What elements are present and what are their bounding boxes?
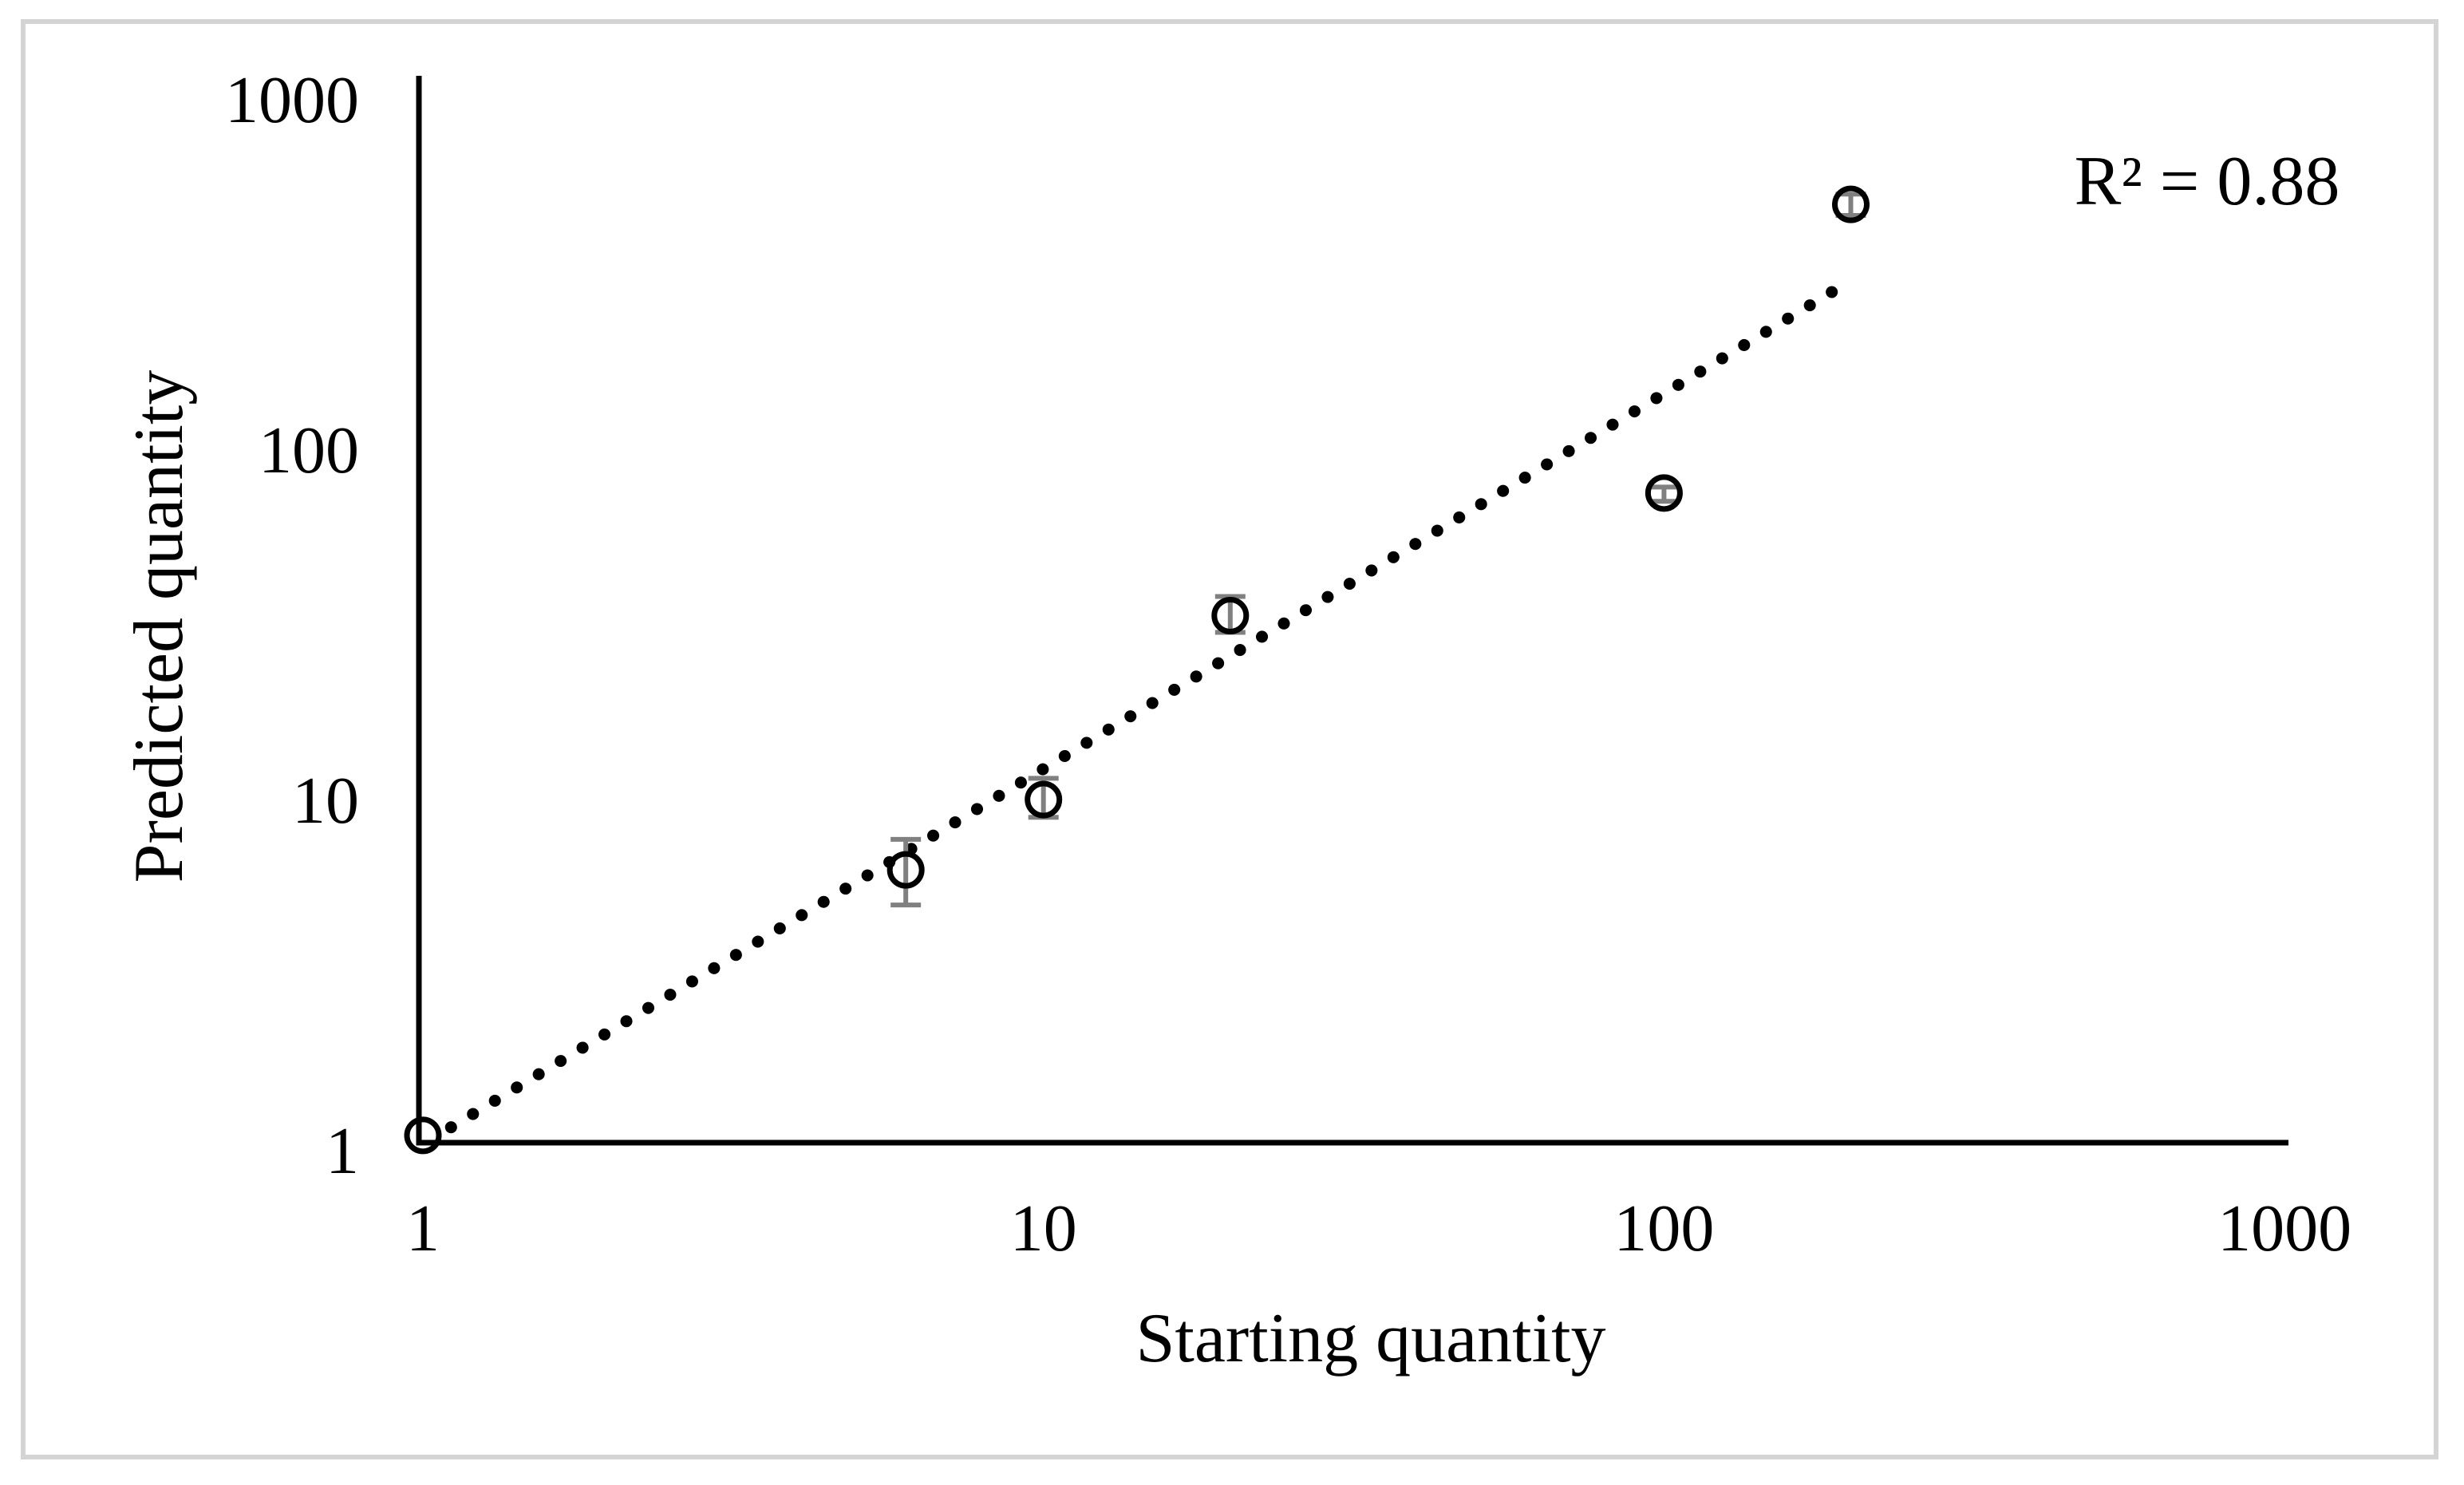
y-axis-title: Predicted quantity xyxy=(120,369,198,883)
x-tick-label: 10 xyxy=(1010,1191,1077,1266)
x-tick-label: 100 xyxy=(1613,1191,1714,1266)
data-point-marker xyxy=(1211,597,1250,635)
trendline-dotted xyxy=(444,278,1850,1134)
data-point-marker xyxy=(1645,474,1683,512)
y-tick-label: 1 xyxy=(326,1114,359,1188)
data-point-marker xyxy=(1025,780,1063,819)
x-tick-label: 1 xyxy=(406,1191,440,1266)
y-tick-label: 100 xyxy=(259,413,359,488)
r-squared-annotation: R² = 0.88 xyxy=(2074,143,2340,220)
y-tick-label: 1000 xyxy=(225,63,359,137)
data-point-marker xyxy=(886,851,925,889)
y-tick-label: 10 xyxy=(292,764,359,838)
x-axis-title: Starting quantity xyxy=(1135,1300,1606,1377)
data-point-marker xyxy=(1832,185,1870,223)
chart-frame xyxy=(21,19,2438,1459)
data-point-marker xyxy=(404,1116,442,1155)
x-tick-label: 1000 xyxy=(2217,1191,2351,1266)
